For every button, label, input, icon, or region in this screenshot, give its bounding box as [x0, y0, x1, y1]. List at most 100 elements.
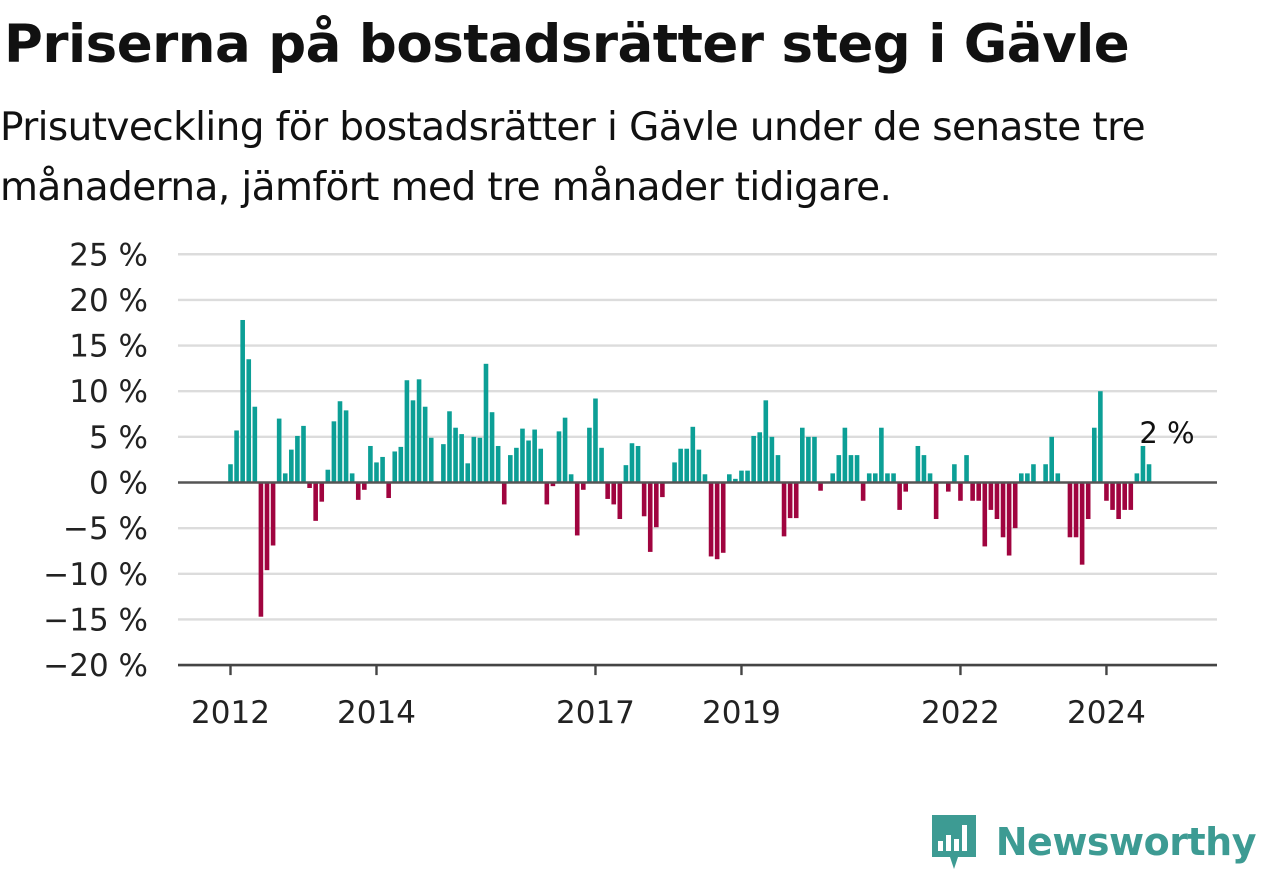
bar: [903, 482, 909, 492]
brand-name: Newsworthy: [995, 820, 1257, 864]
bar: [489, 412, 495, 483]
bar: [836, 455, 842, 483]
bar: [787, 482, 793, 519]
bar: [1006, 482, 1012, 556]
bar: [550, 482, 556, 487]
bar: [806, 436, 811, 483]
x-tick-label: 2024: [1067, 695, 1146, 731]
bar: [477, 437, 483, 483]
bar: [599, 447, 604, 483]
chart-title: Priserna på bostadsrätter steg i Gävle: [4, 14, 1130, 75]
bar: [660, 482, 665, 498]
y-tick-label: −20 %: [43, 648, 148, 684]
bar: [465, 463, 471, 483]
bar: [763, 400, 769, 483]
bar: [282, 473, 288, 483]
bar: [854, 455, 860, 483]
bar: [325, 469, 331, 483]
newsworthy-logo: Newsworthy: [928, 813, 1257, 871]
bar: [362, 482, 367, 490]
bar: [733, 478, 738, 483]
bar: [994, 482, 1000, 520]
bar: [1116, 482, 1121, 520]
bar: [812, 436, 817, 483]
chart-subtitle: Prisutveckling för bostadsrätter i Gävle…: [0, 105, 1146, 210]
y-tick-label: 0 %: [89, 466, 148, 502]
bar: [1098, 391, 1103, 483]
bar: [343, 410, 349, 483]
bars: [228, 319, 1152, 617]
bar: [1079, 482, 1085, 565]
bar: [520, 428, 525, 483]
bar: [654, 482, 659, 528]
bar: [307, 482, 312, 488]
latest-value-annotation: 2 %: [1139, 416, 1194, 450]
bar: [702, 474, 708, 483]
y-tick-label: 25 %: [69, 237, 148, 273]
bar: [319, 482, 325, 502]
bar: [830, 473, 836, 483]
bar: [270, 482, 276, 546]
bar: [313, 482, 318, 521]
bar: [368, 445, 373, 483]
bar: [727, 474, 732, 483]
bar: [751, 435, 756, 483]
bar: [228, 464, 233, 483]
bar: [720, 482, 726, 553]
bar: [1104, 482, 1109, 501]
x-tick-labels: 2012 2014 2017 2019 2022 2024: [191, 695, 1146, 731]
bar: [483, 363, 489, 483]
bar: [775, 455, 781, 483]
bar: [1110, 482, 1115, 510]
bar: [933, 482, 939, 520]
bar: [714, 482, 720, 560]
bar: [276, 418, 282, 483]
bar: [544, 482, 550, 505]
bar: [532, 429, 537, 483]
x-tick-label: 2017: [556, 695, 635, 731]
bar: [696, 449, 702, 483]
bar: [416, 379, 422, 483]
bar: [1140, 445, 1146, 483]
bar: [617, 482, 623, 520]
bar: [1049, 436, 1054, 483]
y-tick-label: −10 %: [43, 557, 148, 593]
bar: [757, 432, 763, 483]
bar: [976, 482, 982, 501]
bar: [471, 436, 477, 483]
axes: [178, 481, 1217, 676]
bar: [428, 437, 434, 483]
bar: [897, 482, 902, 510]
y-tick-label: −5 %: [63, 511, 148, 547]
bar: [915, 445, 921, 483]
bar: [1146, 464, 1152, 483]
bar: [398, 446, 404, 483]
bar: [422, 406, 428, 483]
bar: [848, 455, 854, 483]
bar: [891, 473, 896, 483]
bar: [678, 448, 683, 483]
bar: [988, 482, 994, 510]
bar: [1055, 473, 1061, 483]
y-tick-labels: 25 % 20 % 15 % 10 % 5 % 0 % −5 % −10 % −15 % −20 …: [43, 237, 148, 684]
bar: [1091, 427, 1097, 483]
bar: [842, 427, 848, 483]
bar: [349, 473, 355, 483]
bar: [331, 421, 337, 483]
bar: [708, 482, 714, 557]
bar: [355, 482, 361, 500]
x-tick-label: 2022: [921, 695, 1000, 731]
bar: [684, 448, 690, 483]
bar: [514, 447, 519, 483]
bar: [1012, 482, 1018, 529]
bar: [568, 474, 574, 483]
bar: [501, 482, 507, 505]
x-tick-label: 2019: [702, 695, 781, 731]
bar: [1067, 482, 1073, 538]
bar: [818, 482, 823, 491]
bar: [982, 482, 988, 547]
bar: [629, 443, 635, 483]
bar: [404, 380, 410, 483]
bar: [252, 406, 258, 483]
bar: [635, 445, 641, 483]
